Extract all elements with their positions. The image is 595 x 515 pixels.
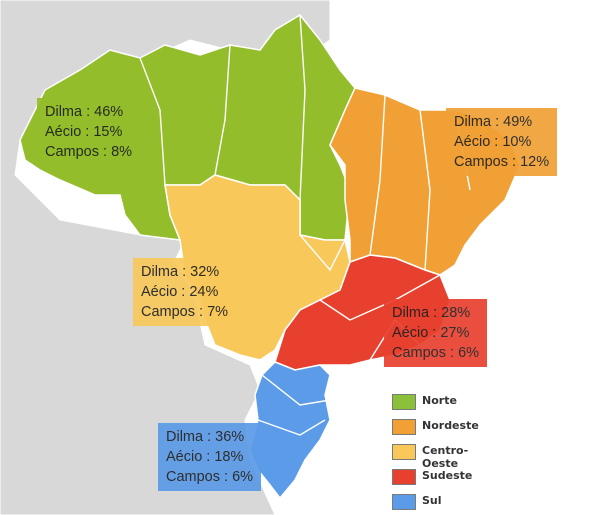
nordeste-campos: Campos : 12% (454, 154, 550, 170)
label-norte: Dilma : 46% Aécio : 15% Campos : 8% (37, 98, 141, 166)
label-sul: Dilma : 36% Aécio : 18% Campos : 6% (158, 423, 262, 491)
state-borders (139, 14, 471, 436)
sul-aecio: Aécio : 18% (166, 449, 244, 465)
norte-aecio: Aécio : 15% (45, 124, 123, 140)
legend-label-sudeste: Sudeste (422, 469, 473, 482)
nordeste-dilma: Dilma : 49% (454, 114, 533, 130)
label-centro-oeste: Dilma : 32% Aécio : 24% Campos : 7% (133, 258, 237, 326)
label-nordeste: Dilma : 49% Aécio : 10% Campos : 12% (446, 108, 558, 176)
legend-label-centro-oeste: Centro-Oeste (422, 444, 469, 470)
sudeste-campos: Campos : 6% (392, 345, 480, 361)
legend-label-sul: Sul (422, 494, 442, 507)
legend-swatch-norte (392, 394, 416, 410)
centro-oeste-campos: Campos : 7% (141, 304, 229, 320)
norte-campos: Campos : 8% (45, 144, 133, 160)
region-sul[interactable] (249, 361, 331, 500)
sul-campos: Campos : 6% (166, 469, 254, 485)
sudeste-dilma: Dilma : 28% (392, 305, 471, 321)
legend-swatch-sudeste (392, 469, 416, 485)
sul-dilma: Dilma : 36% (166, 429, 245, 445)
legend-swatch-sul (392, 494, 416, 510)
sudeste-aecio: Aécio : 27% (392, 325, 470, 341)
legend-label-norte: Norte (422, 394, 457, 407)
centro-oeste-aecio: Aécio : 24% (141, 284, 219, 300)
centro-oeste-dilma: Dilma : 32% (141, 264, 220, 280)
legend-swatch-nordeste (392, 419, 416, 435)
legend-swatch-centro-oeste (392, 444, 416, 460)
norte-dilma: Dilma : 46% (45, 104, 124, 120)
label-sudeste: Dilma : 28% Aécio : 27% Campos : 6% (384, 299, 488, 367)
legend-label-nordeste: Nordeste (422, 419, 479, 432)
nordeste-aecio: Aécio : 10% (454, 134, 532, 150)
